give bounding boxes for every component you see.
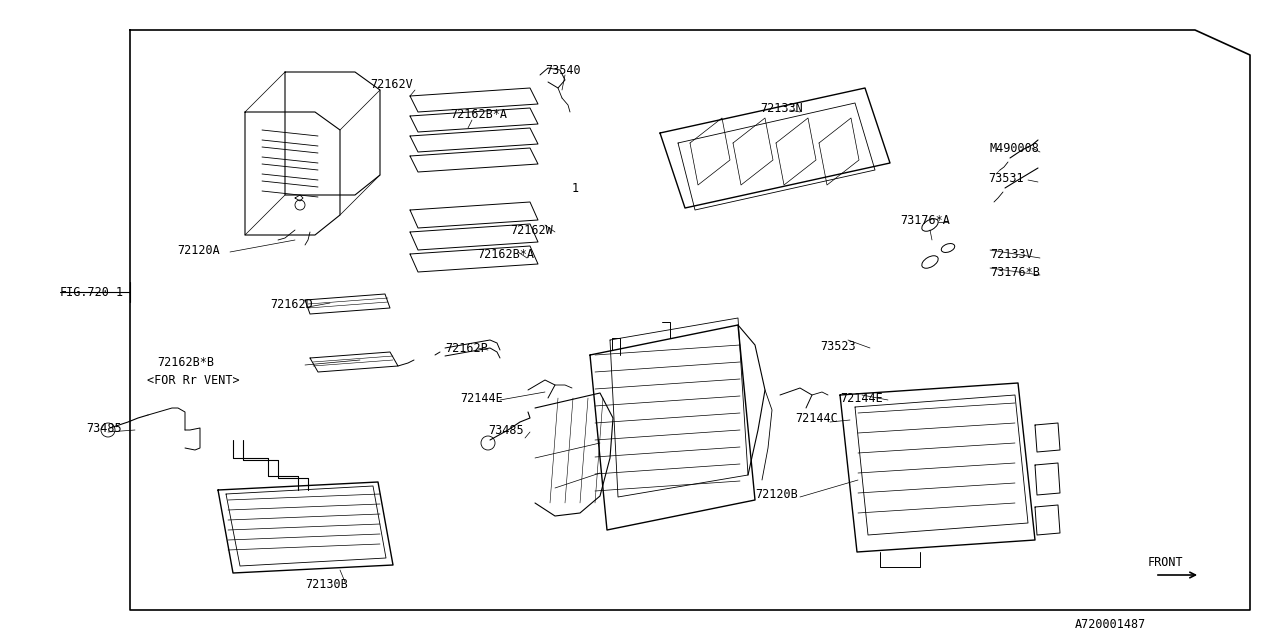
Text: 72130B: 72130B <box>305 577 348 591</box>
Text: 73531: 73531 <box>988 172 1024 184</box>
Text: 73540: 73540 <box>545 63 581 77</box>
Text: 73176*B: 73176*B <box>989 266 1039 278</box>
Text: 72162D: 72162D <box>270 298 312 312</box>
Text: 72120B: 72120B <box>755 488 797 502</box>
Text: 73176*A: 73176*A <box>900 214 950 227</box>
Text: 72162B*B: 72162B*B <box>157 355 214 369</box>
Text: 73523: 73523 <box>820 339 855 353</box>
Text: FRONT: FRONT <box>1148 556 1184 568</box>
Text: 72120A: 72120A <box>177 243 220 257</box>
Text: M490008: M490008 <box>989 141 1039 154</box>
Text: 73485: 73485 <box>488 424 524 436</box>
Text: <FOR Rr VENT>: <FOR Rr VENT> <box>147 374 239 387</box>
Text: 72133V: 72133V <box>989 248 1033 262</box>
Text: 72162B*A: 72162B*A <box>477 248 534 262</box>
Text: 72144E: 72144E <box>840 392 883 404</box>
Text: FIG.720-1: FIG.720-1 <box>60 285 124 298</box>
Text: 73485: 73485 <box>86 422 122 435</box>
Text: 72144E: 72144E <box>460 392 503 404</box>
Text: 72162W: 72162W <box>509 223 553 237</box>
Text: 72162B*A: 72162B*A <box>451 109 507 122</box>
Text: A720001487: A720001487 <box>1075 618 1147 632</box>
Text: 1: 1 <box>572 182 579 195</box>
Text: 72162P: 72162P <box>445 342 488 355</box>
Text: 72133N: 72133N <box>760 102 803 115</box>
Text: 72162V: 72162V <box>370 79 412 92</box>
Text: 72144C: 72144C <box>795 412 837 424</box>
